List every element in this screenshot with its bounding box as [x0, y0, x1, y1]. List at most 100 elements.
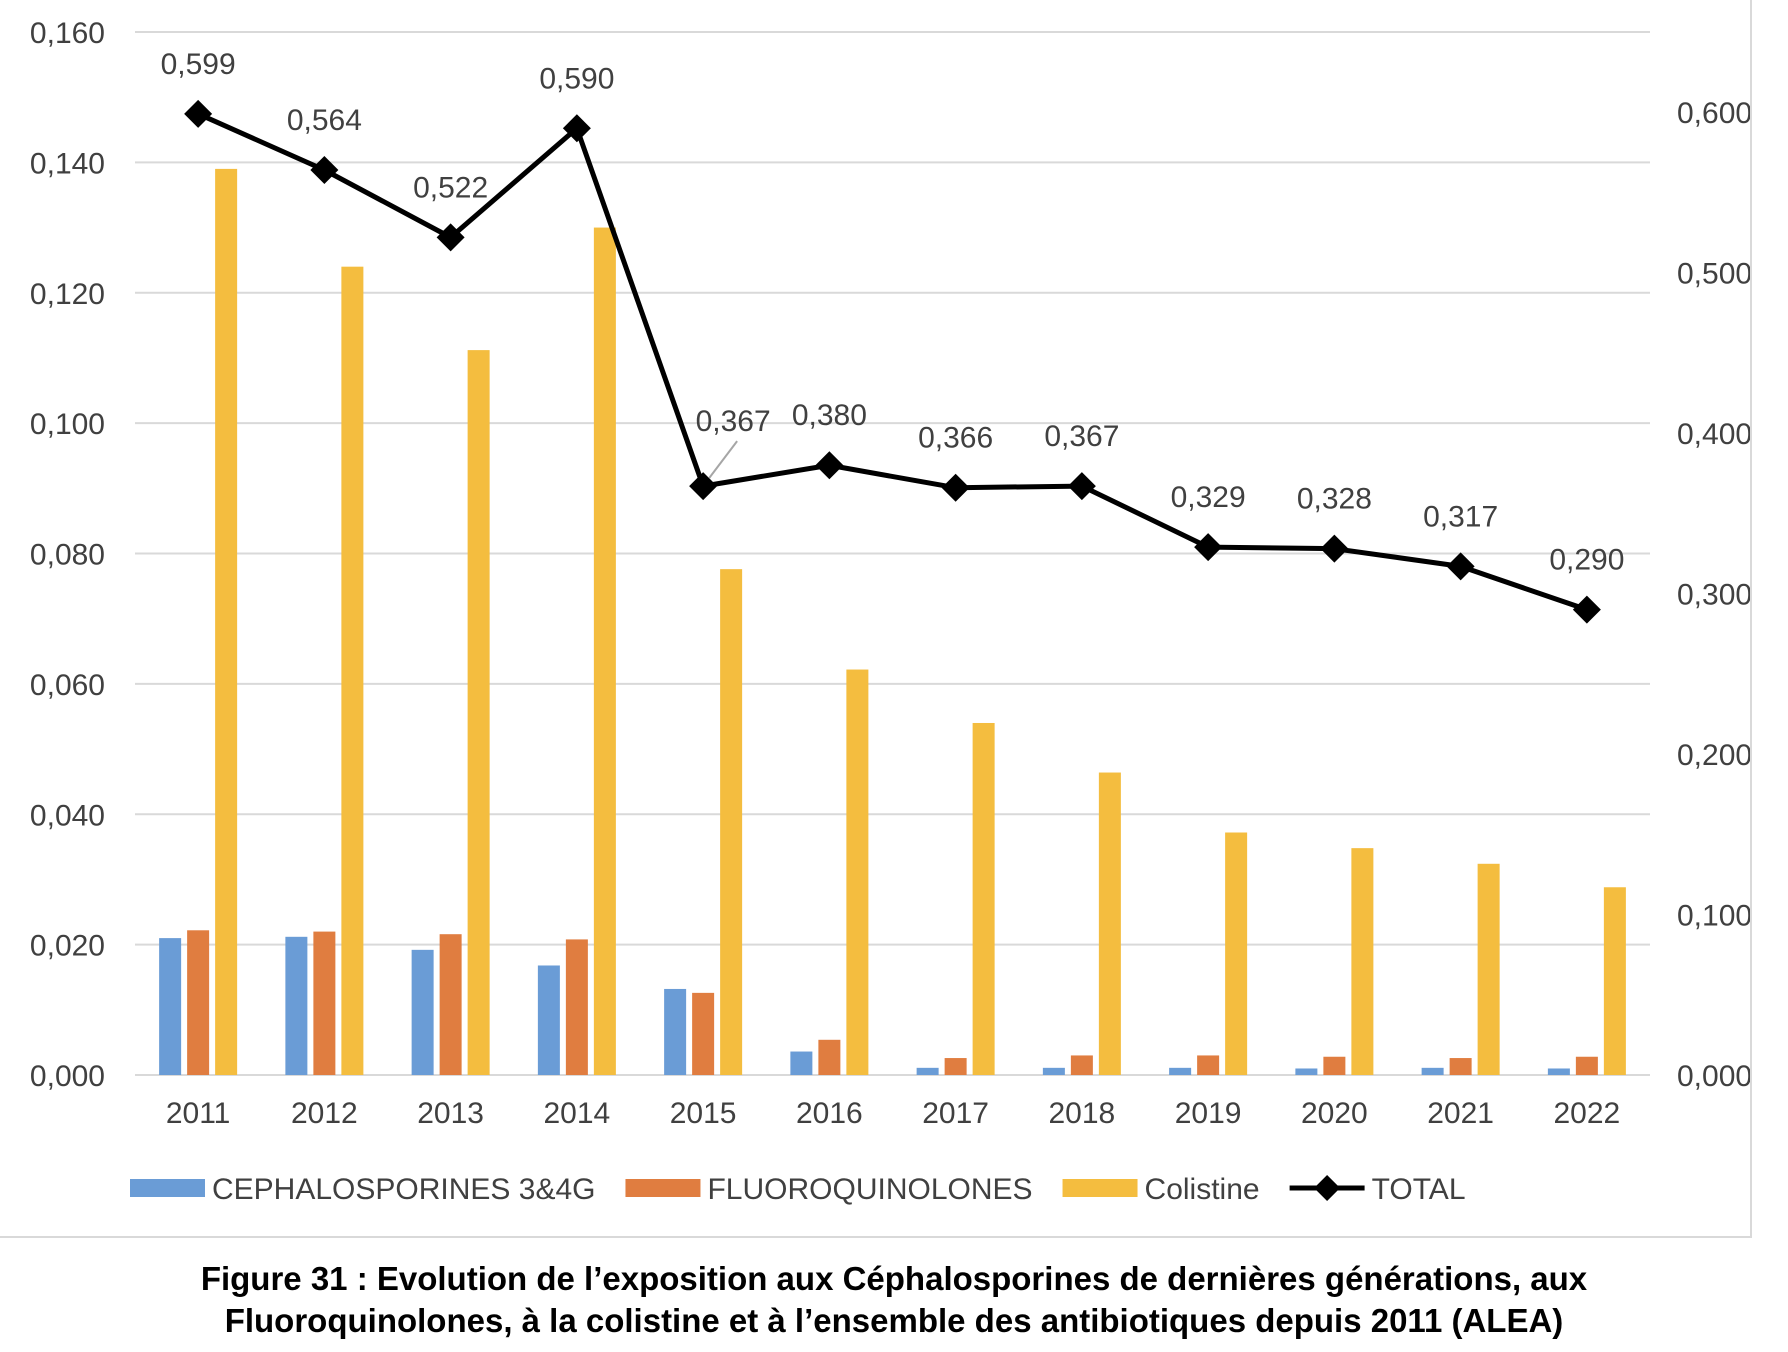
x-tick-label: 2019	[1175, 1097, 1242, 1130]
y-right-tick-label: 0,400	[1677, 418, 1750, 451]
total-line	[197, 111, 1588, 613]
legend-fluoroquinolones-swatch	[625, 1179, 701, 1197]
y-right-tick-label: 0,500	[1677, 258, 1750, 291]
y-left-tick-label: 0,140	[30, 147, 105, 180]
x-tick-label: 2012	[291, 1097, 358, 1130]
x-tick-label: 2018	[1049, 1097, 1116, 1130]
bar-fluoroquinolones	[1449, 1058, 1472, 1075]
bar-fluoroquinolones	[692, 992, 715, 1075]
total-marker	[689, 472, 718, 501]
total-marker	[1446, 552, 1475, 581]
legend-total-label: TOTAL	[1372, 1173, 1466, 1206]
legend-colistine-swatch	[1062, 1179, 1138, 1197]
bar-cephalosporines-3-4g	[537, 965, 560, 1075]
x-tick-label: 2021	[1427, 1097, 1494, 1130]
legend-fluoroquinolones-label: FLUOROQUINOLONES	[707, 1173, 1032, 1206]
x-tick-label: 2016	[796, 1097, 863, 1130]
total-data-label: 0,564	[287, 104, 362, 137]
x-tick-label: 2011	[166, 1097, 231, 1130]
bar-fluoroquinolones	[1070, 1055, 1093, 1075]
total-marker	[1067, 472, 1096, 501]
y-left-tick-label: 0,080	[30, 539, 105, 572]
bar-cephalosporines-3-4g	[1547, 1068, 1570, 1075]
total-data-label: 0,367	[696, 405, 771, 438]
y-right-tick-label: 0,300	[1677, 579, 1750, 612]
x-tick-label: 2014	[544, 1097, 611, 1130]
bar-cephalosporines-3-4g	[285, 936, 308, 1075]
bar-fluoroquinolones	[1575, 1056, 1598, 1075]
total-data-label: 0,599	[161, 48, 236, 81]
y-left-tick-label: 0,000	[30, 1060, 105, 1093]
bar-colistine	[1351, 848, 1374, 1075]
total-data-label: 0,329	[1171, 481, 1246, 514]
y-left-tick-label: 0,160	[30, 17, 105, 50]
bar-cephalosporines-3-4g	[664, 988, 687, 1075]
total-marker	[815, 451, 844, 480]
bar-colistine	[972, 722, 995, 1075]
total-data-label: 0,590	[539, 62, 614, 95]
legend-total-swatch-marker	[1314, 1175, 1341, 1201]
total-marker	[1194, 533, 1223, 562]
total-data-label: 0,366	[918, 422, 993, 455]
bar-fluoroquinolones	[313, 931, 336, 1075]
bar-colistine	[1603, 887, 1626, 1075]
y-left-tick-label: 0,020	[30, 930, 105, 963]
bar-cephalosporines-3-4g	[790, 1051, 813, 1075]
caption-line-1: Figure 31 : Evolution de l’exposition au…	[200, 1260, 1588, 1297]
total-data-label: 0,522	[413, 171, 488, 204]
total-data-label: 0,380	[792, 399, 867, 432]
y-left-tick-label: 0,060	[30, 669, 105, 702]
bar-colistine	[1477, 863, 1500, 1075]
bar-colistine	[341, 266, 364, 1075]
y-left-tick-label: 0,040	[30, 799, 105, 832]
caption-line-2: Fluoroquinolones, à la colistine et à l’…	[224, 1302, 1564, 1339]
bar-cephalosporines-3-4g	[159, 938, 182, 1075]
bar-cephalosporines-3-4g	[1169, 1067, 1192, 1075]
legend-cephalosporines-3-4g-swatch	[130, 1179, 205, 1197]
bar-colistine	[467, 350, 490, 1075]
total-marker	[1320, 534, 1349, 563]
x-tick-label: 2017	[922, 1097, 989, 1130]
bar-cephalosporines-3-4g	[1421, 1067, 1444, 1075]
bar-colistine	[846, 669, 869, 1075]
total-marker	[562, 114, 591, 143]
x-tick-label: 2015	[670, 1097, 737, 1130]
bar-colistine	[215, 168, 238, 1076]
bar-fluoroquinolones	[944, 1058, 967, 1075]
chart-frame: 0,000 0,020 0,040 0,060 0,080 0,100 0,120 0,140…	[0, 0, 1752, 1238]
y-right-tick-label: 0,600	[1677, 97, 1750, 130]
total-data-label: 0,317	[1423, 500, 1498, 533]
total-data-label: 0,367	[1044, 420, 1119, 453]
bar-colistine	[1098, 772, 1121, 1075]
label-leader-line	[708, 440, 738, 479]
x-tick-label: 2022	[1554, 1097, 1621, 1130]
total-data-label: 0,290	[1549, 544, 1624, 577]
bar-colistine	[1225, 832, 1248, 1075]
total-data-label: 0,328	[1297, 483, 1372, 516]
bar-cephalosporines-3-4g	[1042, 1067, 1065, 1075]
bar-colistine	[720, 569, 743, 1075]
bar-cephalosporines-3-4g	[411, 949, 434, 1075]
legend-colistine-label: Colistine	[1145, 1173, 1260, 1206]
x-tick-label: 2013	[417, 1097, 484, 1130]
bar-cephalosporines-3-4g	[916, 1067, 939, 1075]
y-right-tick-label: 0,200	[1677, 739, 1750, 772]
total-marker	[1572, 595, 1601, 624]
bar-cephalosporines-3-4g	[1295, 1068, 1318, 1075]
legend-cephalosporines-3-4g-label: CEPHALOSPORINES 3&4G	[212, 1173, 595, 1206]
bar-fluoroquinolones	[439, 934, 462, 1075]
total-marker	[310, 155, 339, 184]
x-tick-label: 2020	[1301, 1097, 1368, 1130]
bar-fluoroquinolones	[187, 930, 210, 1075]
bar-colistine	[593, 227, 616, 1075]
figure-caption: Figure 31 : Evolution de l’exposition au…	[0, 1258, 1788, 1342]
y-left-tick-label: 0,100	[30, 408, 105, 441]
y-right-tick-label: 0,100	[1677, 900, 1750, 933]
bar-fluoroquinolones	[565, 939, 588, 1075]
total-marker	[436, 223, 465, 252]
bar-fluoroquinolones	[818, 1039, 841, 1075]
bar-fluoroquinolones	[1323, 1056, 1346, 1075]
y-left-tick-label: 0,120	[30, 278, 105, 311]
bar-fluoroquinolones	[1197, 1055, 1220, 1075]
combo-chart: 0,000 0,020 0,040 0,060 0,080 0,100 0,120 0,140…	[30, 17, 1752, 1206]
